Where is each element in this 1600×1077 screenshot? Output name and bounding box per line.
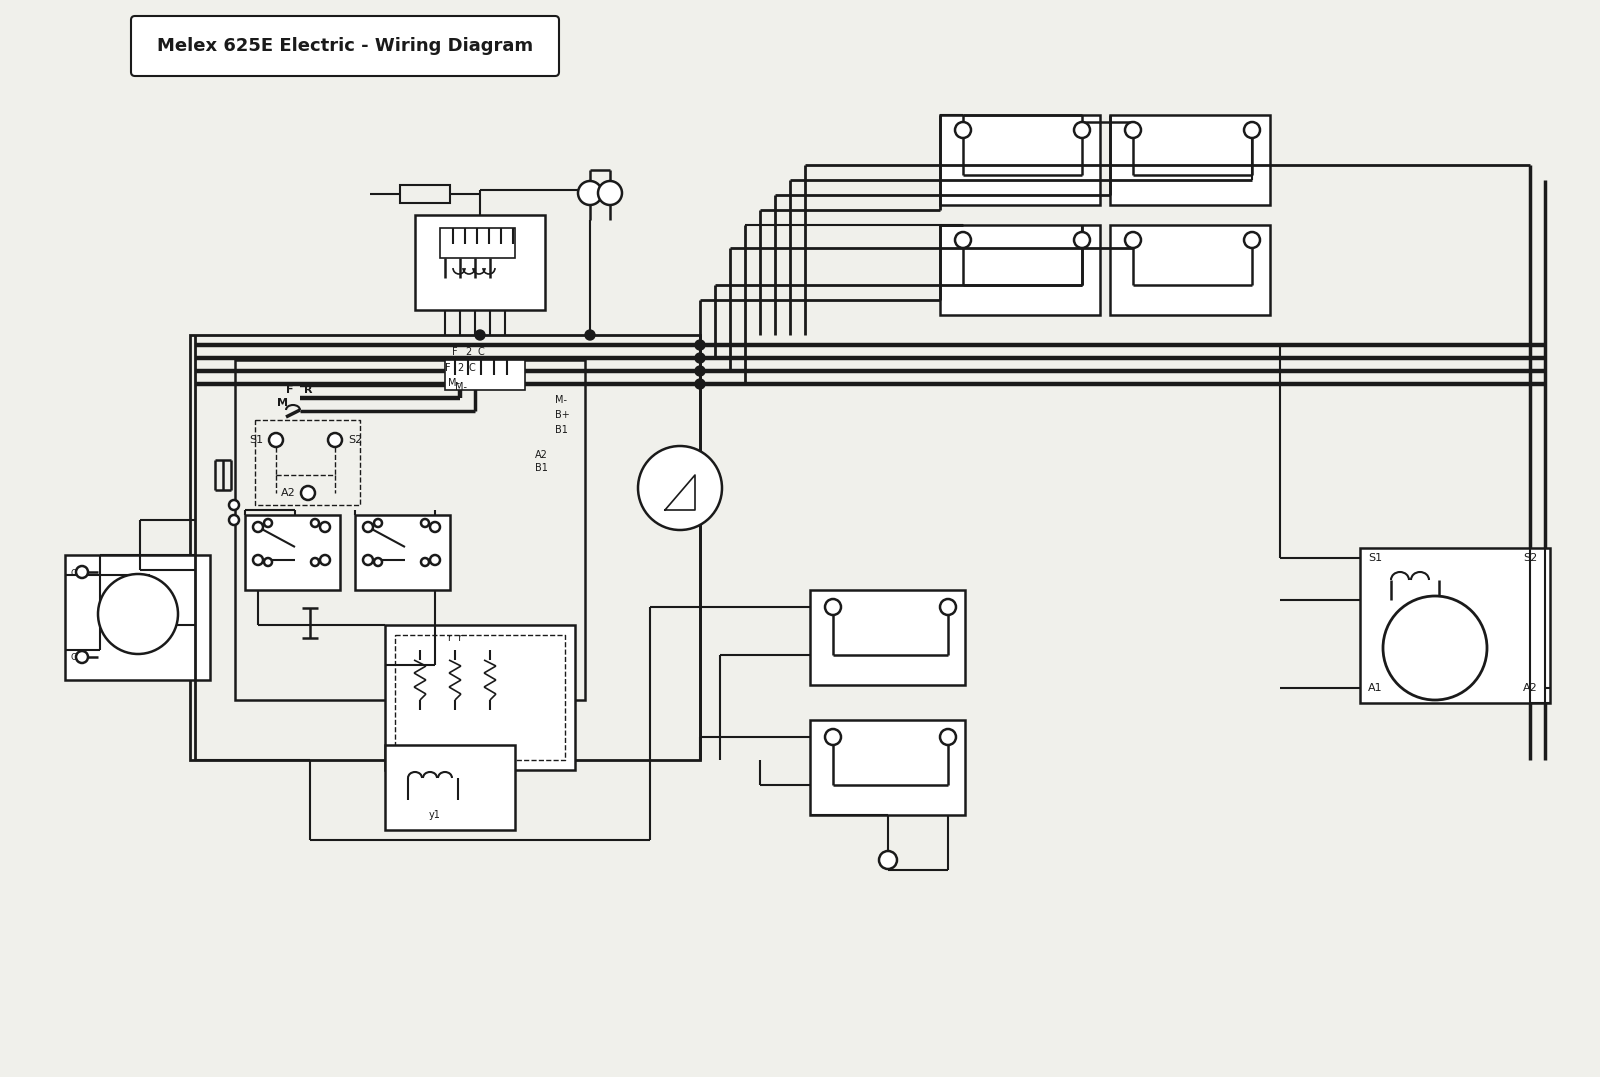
Bar [941, 115, 1101, 205]
Bar [235, 360, 586, 700]
Text: S2: S2 [349, 435, 362, 445]
Text: M-: M- [448, 378, 461, 388]
Text: A2: A2 [1523, 683, 1538, 693]
Circle shape [229, 500, 238, 510]
Text: B1: B1 [534, 463, 547, 473]
Bar [190, 335, 701, 760]
Circle shape [310, 558, 318, 567]
Circle shape [878, 851, 898, 869]
Text: R: R [304, 384, 312, 395]
Circle shape [77, 567, 88, 578]
Bar [810, 721, 965, 815]
Bar [414, 215, 546, 310]
Bar [386, 745, 515, 830]
Circle shape [264, 558, 272, 567]
Text: F: F [445, 363, 451, 373]
Circle shape [363, 522, 373, 532]
Text: C: C [478, 347, 485, 356]
Circle shape [941, 599, 957, 615]
Text: S1: S1 [250, 435, 262, 445]
Text: A1: A1 [1368, 683, 1382, 693]
Circle shape [320, 522, 330, 532]
Circle shape [1245, 122, 1261, 138]
Circle shape [98, 574, 178, 654]
Circle shape [694, 340, 706, 350]
Text: S2: S2 [1523, 553, 1538, 563]
Circle shape [586, 330, 595, 340]
Text: S1: S1 [1368, 553, 1382, 563]
Circle shape [955, 122, 971, 138]
Circle shape [1245, 232, 1261, 248]
Text: r  r: r r [448, 633, 462, 643]
Circle shape [328, 433, 342, 447]
Circle shape [77, 651, 88, 663]
Text: C: C [469, 363, 475, 373]
Circle shape [301, 486, 315, 500]
Circle shape [826, 599, 842, 615]
Circle shape [1125, 122, 1141, 138]
Text: B1: B1 [555, 425, 568, 435]
Circle shape [253, 522, 262, 532]
Circle shape [430, 555, 440, 565]
Circle shape [269, 433, 283, 447]
Bar [400, 185, 450, 202]
Circle shape [826, 729, 842, 745]
Circle shape [421, 519, 429, 527]
Text: M: M [277, 398, 288, 408]
Circle shape [1074, 122, 1090, 138]
Circle shape [1382, 596, 1486, 700]
Circle shape [475, 330, 485, 340]
Text: Melex 625E Electric - Wiring Diagram: Melex 625E Electric - Wiring Diagram [157, 37, 533, 55]
Bar [941, 225, 1101, 314]
Circle shape [253, 555, 262, 565]
Text: F: F [286, 384, 294, 395]
Circle shape [229, 515, 238, 524]
Bar [1360, 548, 1550, 703]
Text: M-: M- [555, 395, 566, 405]
FancyBboxPatch shape [131, 16, 558, 76]
Bar [386, 625, 574, 770]
Text: F: F [453, 347, 458, 356]
Bar [245, 515, 339, 590]
Circle shape [638, 446, 722, 530]
Circle shape [955, 232, 971, 248]
Circle shape [578, 181, 602, 205]
Circle shape [374, 558, 382, 567]
Bar [440, 228, 515, 258]
Circle shape [598, 181, 622, 205]
Text: 2: 2 [458, 363, 462, 373]
Circle shape [941, 729, 957, 745]
Circle shape [694, 379, 706, 389]
Circle shape [694, 353, 706, 363]
Circle shape [264, 519, 272, 527]
Bar [1110, 115, 1270, 205]
Text: 2: 2 [466, 347, 470, 356]
Circle shape [374, 519, 382, 527]
Circle shape [430, 522, 440, 532]
Circle shape [694, 366, 706, 376]
Bar [445, 360, 525, 390]
Bar [66, 555, 210, 680]
Circle shape [363, 555, 373, 565]
Bar [355, 515, 450, 590]
Text: M-: M- [454, 382, 467, 392]
Bar [810, 590, 965, 685]
Text: B+: B+ [555, 410, 570, 420]
Text: y1: y1 [429, 810, 442, 820]
Text: A2: A2 [282, 488, 296, 498]
Circle shape [1074, 232, 1090, 248]
Circle shape [1125, 232, 1141, 248]
Text: C: C [70, 569, 75, 577]
Bar [1110, 225, 1270, 314]
Circle shape [320, 555, 330, 565]
Text: C: C [70, 654, 75, 662]
Text: A2: A2 [534, 450, 547, 460]
Circle shape [421, 558, 429, 567]
Circle shape [310, 519, 318, 527]
